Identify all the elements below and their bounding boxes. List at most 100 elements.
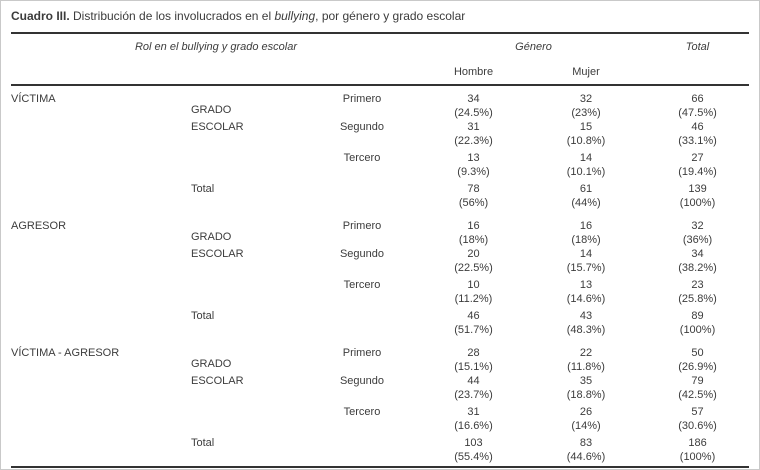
- grade-label: Segundo: [339, 121, 385, 133]
- role-spacer: [11, 405, 191, 436]
- role-spacer: [11, 151, 191, 182]
- value-cell-mujer: 16 (18%): [526, 213, 646, 247]
- value-cell-hombre: 10 (11.2%): [421, 278, 526, 309]
- value-cell-mujer: 26 (14%): [526, 405, 646, 436]
- percent-value: (23%): [571, 107, 601, 119]
- count-value: 20: [467, 248, 480, 260]
- table-row-agresor-total: Total 46 (51.7%) 43 (48.3%) 89 (100%): [11, 309, 749, 340]
- role-spacer: [11, 436, 191, 467]
- percent-value: (56%): [458, 197, 489, 209]
- count-value: 22: [579, 347, 593, 359]
- value-cell-mujer: 43 (48.3%): [526, 309, 646, 340]
- grado-label: GRADO: [191, 358, 232, 370]
- percent-value: (15.7%): [566, 262, 606, 274]
- value-cell-total: 34 (38.2%): [646, 247, 749, 278]
- count-value: 34: [691, 248, 704, 260]
- value-cell-total: 89 (100%): [646, 309, 749, 340]
- header-row-groups: Rol en el bullying y grado escolar Géner…: [11, 33, 749, 60]
- value-cell-total: 46 (33.1%): [646, 120, 749, 151]
- header-spacer-left: [11, 60, 421, 86]
- header-mujer: Mujer: [526, 60, 647, 86]
- value-cell-mujer: 32 (23%): [526, 85, 646, 120]
- count-value: 10: [467, 279, 480, 291]
- percent-value: (14%): [571, 420, 601, 432]
- table-caption-italic-term: bullying: [274, 9, 316, 23]
- value-cell-mujer: 35 (18.8%): [526, 374, 646, 405]
- percent-value: (47.5%): [678, 107, 717, 119]
- count-value: 44: [467, 375, 480, 387]
- role-label-victima-agresor: VÍCTIMA - AGRESOR: [11, 347, 120, 359]
- percent-value: (15.1%): [454, 361, 493, 373]
- percent-value: (22.3%): [454, 135, 493, 147]
- value-cell-hombre: 44 (23.7%): [421, 374, 526, 405]
- grado-label: GRADO: [191, 231, 232, 243]
- value-cell-hombre: 31 (16.6%): [421, 405, 526, 436]
- table-row-victima-segundo: ESCOLAR Segundo 31 (22.3%) 15 (10.8%) 46…: [11, 120, 749, 151]
- percent-value: (16.6%): [454, 420, 493, 432]
- count-value: 32: [579, 93, 593, 105]
- percent-value: (48.3%): [566, 324, 606, 336]
- percent-value: (36%): [682, 234, 713, 246]
- value-cell-hombre: 78 (56%): [421, 182, 526, 213]
- value-cell-total: 79 (42.5%): [646, 374, 749, 405]
- count-value: 28: [467, 347, 480, 359]
- header-total: Total: [685, 41, 710, 53]
- percent-value: (22.5%): [454, 262, 493, 274]
- header-genero-group: Género: [515, 41, 552, 53]
- value-cell-hombre: 31 (22.3%): [421, 120, 526, 151]
- sub-spacer: [191, 405, 303, 436]
- percent-value: (42.5%): [678, 389, 717, 401]
- percent-value: (38.2%): [678, 262, 717, 274]
- count-value: 16: [579, 220, 593, 232]
- percent-value: (44%): [571, 197, 601, 209]
- grade-label: Tercero: [343, 279, 381, 291]
- grade-spacer: [303, 309, 421, 340]
- percent-value: (30.6%): [678, 420, 717, 432]
- table-caption-number: Cuadro III.: [11, 9, 70, 23]
- count-value: 89: [691, 310, 704, 322]
- header-row-gender: Hombre Mujer: [11, 60, 750, 86]
- escolar-label: ESCOLAR: [191, 375, 244, 387]
- role-spacer: [11, 120, 191, 151]
- header-rol-group: Rol en el bullying y grado escolar: [134, 41, 298, 53]
- count-value: 32: [691, 220, 704, 232]
- count-value: 57: [691, 406, 704, 418]
- header-hombre: Hombre: [421, 60, 526, 86]
- value-cell-mujer: 15 (10.8%): [526, 120, 646, 151]
- role-spacer: [11, 278, 191, 309]
- percent-value: (23.7%): [454, 389, 493, 401]
- count-value: 66: [691, 93, 704, 105]
- value-cell-total: 66 (47.5%): [646, 85, 749, 120]
- percent-value: (18%): [571, 234, 601, 246]
- percent-value: (9.3%): [457, 166, 490, 178]
- bullying-distribution-table: Rol en el bullying y grado escolar Géner…: [11, 32, 750, 468]
- count-value: 14: [579, 152, 593, 164]
- count-value: 43: [579, 310, 593, 322]
- value-cell-mujer: 83 (44.6%): [526, 436, 646, 467]
- grade-label: Primero: [342, 220, 382, 232]
- table-row-agresor-primero: AGRESOR GRADO Primero 16 (18%) 16 (18%) …: [11, 213, 749, 247]
- value-cell-mujer: 13 (14.6%): [526, 278, 646, 309]
- count-value: 46: [691, 121, 704, 133]
- percent-value: (11.2%): [454, 293, 493, 305]
- table-row-victima-primero: VÍCTIMA GRADO Primero 34 (24.5%) 32 (23%…: [11, 85, 749, 120]
- value-cell-mujer: 14 (10.1%): [526, 151, 646, 182]
- percent-value: (11.8%): [567, 361, 605, 373]
- percent-value: (51.7%): [454, 324, 493, 336]
- value-cell-mujer: 61 (44%): [526, 182, 646, 213]
- percent-value: (18%): [458, 234, 489, 246]
- count-value: 61: [579, 183, 593, 195]
- value-cell-hombre: 34 (24.5%): [421, 85, 526, 120]
- escolar-label: ESCOLAR: [191, 248, 244, 260]
- count-value: 50: [691, 347, 704, 359]
- value-cell-total: 57 (30.6%): [646, 405, 749, 436]
- count-value: 14: [579, 248, 593, 260]
- count-value: 16: [467, 220, 480, 232]
- count-value: 46: [467, 310, 480, 322]
- grade-label: Tercero: [343, 152, 381, 164]
- count-value: 78: [467, 183, 480, 195]
- grade-spacer: [303, 436, 421, 467]
- count-value: 13: [467, 152, 480, 164]
- count-value: 34: [467, 93, 480, 105]
- table-row-agresor-segundo: ESCOLAR Segundo 20 (22.5%) 14 (15.7%) 34…: [11, 247, 749, 278]
